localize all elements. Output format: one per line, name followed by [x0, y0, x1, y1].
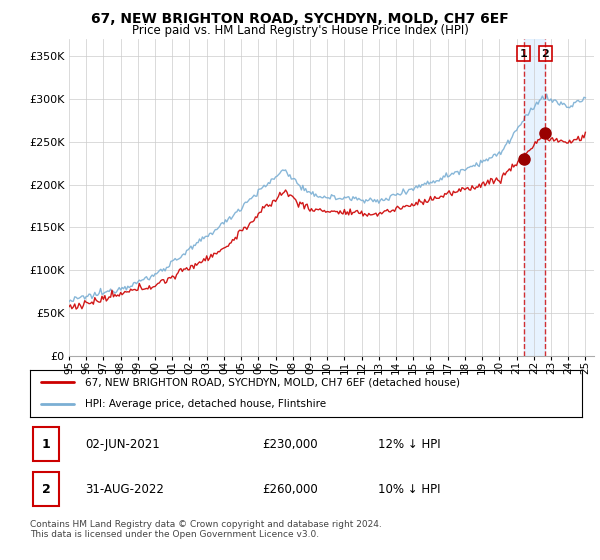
Text: 1: 1: [520, 49, 527, 59]
Text: 2: 2: [541, 49, 549, 59]
Text: 31-AUG-2022: 31-AUG-2022: [85, 483, 164, 496]
Text: 02-JUN-2021: 02-JUN-2021: [85, 438, 160, 451]
Text: 10% ↓ HPI: 10% ↓ HPI: [378, 483, 440, 496]
Text: 67, NEW BRIGHTON ROAD, SYCHDYN, MOLD, CH7 6EF (detached house): 67, NEW BRIGHTON ROAD, SYCHDYN, MOLD, CH…: [85, 377, 460, 388]
Text: 1: 1: [41, 438, 50, 451]
Text: HPI: Average price, detached house, Flintshire: HPI: Average price, detached house, Flin…: [85, 399, 326, 409]
Text: 67, NEW BRIGHTON ROAD, SYCHDYN, MOLD, CH7 6EF: 67, NEW BRIGHTON ROAD, SYCHDYN, MOLD, CH…: [91, 12, 509, 26]
Text: 12% ↓ HPI: 12% ↓ HPI: [378, 438, 440, 451]
Text: £260,000: £260,000: [262, 483, 317, 496]
Text: Contains HM Land Registry data © Crown copyright and database right 2024.
This d: Contains HM Land Registry data © Crown c…: [30, 520, 382, 539]
Bar: [524, 39, 545, 356]
Text: 2: 2: [41, 483, 50, 496]
FancyBboxPatch shape: [33, 427, 59, 461]
Text: £230,000: £230,000: [262, 438, 317, 451]
Text: Price paid vs. HM Land Registry's House Price Index (HPI): Price paid vs. HM Land Registry's House …: [131, 24, 469, 36]
FancyBboxPatch shape: [33, 472, 59, 506]
